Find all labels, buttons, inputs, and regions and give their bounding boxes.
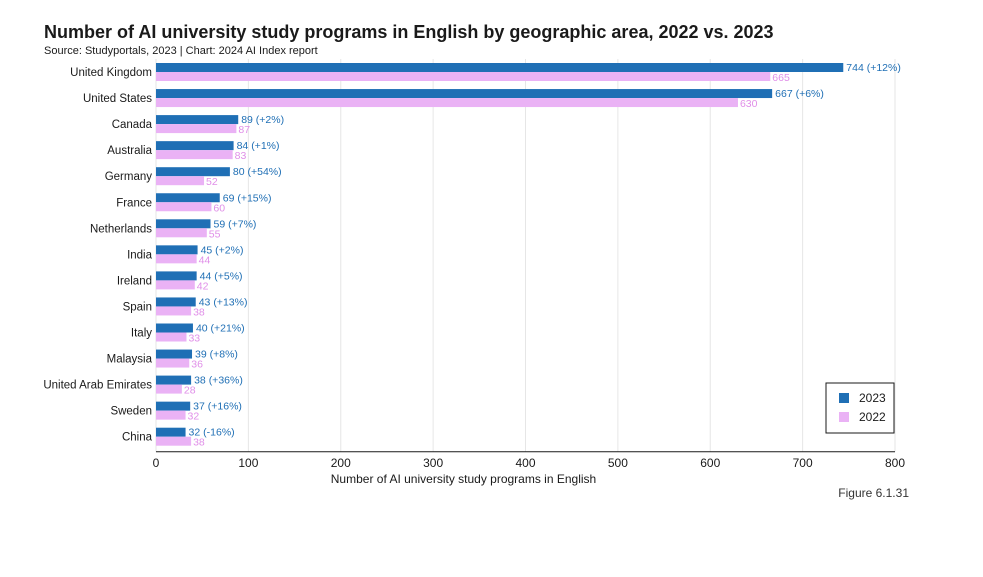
category-labels: United Kingdom United States Canada Austral…: [43, 67, 152, 444]
data-label-2022-australia: 83: [235, 150, 247, 162]
legend-swatch-2022: [839, 412, 849, 422]
figure-number: Figure 6.1.31: [838, 486, 909, 500]
x-tick-label-400: 400: [515, 456, 535, 470]
category-label-france: France: [116, 197, 152, 209]
data-label-2022-netherlands: 55: [209, 228, 221, 240]
x-tick-label-200: 200: [331, 456, 351, 470]
bars: 744 (+12%) 665 667 (+6%) 630 89 (+2%)87 84 (+…: [156, 62, 901, 449]
bar-2022-italy: [156, 332, 187, 342]
category-label-germany: Germany: [105, 171, 153, 183]
data-label-2023-germany: 80 (+54%): [233, 166, 282, 178]
x-axis-label: Number of AI university study programs i…: [331, 472, 596, 486]
data-label-2023-spain: 43 (+13%): [199, 296, 248, 308]
category-label-spain: Spain: [123, 301, 152, 313]
bar-2023-canada: [156, 115, 239, 125]
category-label-china: China: [122, 432, 153, 444]
x-tick-label-500: 500: [608, 456, 628, 470]
bar-2023-united-states: [156, 89, 773, 99]
category-label-canada: Canada: [112, 119, 153, 131]
bar-2023-france: [156, 193, 220, 203]
bar-2022-china: [156, 436, 192, 446]
bar-2022-malaysia: [156, 358, 190, 368]
x-tick-labels: 0 100 200 300 400 500 600 700 800: [153, 456, 906, 470]
bar-2023-united-kingdom: [156, 63, 844, 72]
bar-2022-india: [156, 254, 197, 264]
bar-2022-spain: [156, 306, 192, 316]
data-label-2022-canada: 87: [238, 124, 250, 136]
data-label-2022-united-arab-emirates: 28: [184, 385, 196, 397]
bar-2022-sweden: [156, 410, 186, 420]
category-label-india: India: [127, 249, 153, 261]
data-label-2023-sweden: 37 (+16%): [193, 401, 242, 413]
data-label-2023-italy: 40 (+21%): [196, 323, 245, 335]
x-tick-label-300: 300: [423, 456, 443, 470]
x-tick-label-0: 0: [153, 456, 160, 470]
data-label-2023-malaysia: 39 (+8%): [195, 349, 238, 361]
data-label-2023-united-kingdom: 744 (+12%): [846, 62, 901, 74]
chart-source: Source: Studyportals, 2023 | Chart: 2024…: [44, 45, 318, 57]
bar-2023-sweden: [156, 401, 191, 411]
data-label-2023-canada: 89 (+2%): [241, 114, 284, 126]
bar-2022-united-arab-emirates: [156, 384, 182, 394]
category-label-united-arab-emirates: United Arab Emirates: [43, 380, 152, 392]
bar-2022-united-states: [156, 98, 738, 108]
legend: 2023 2022: [825, 382, 895, 434]
chart-title: Number of AI university study programs i…: [44, 22, 774, 42]
bar-2022-united-kingdom: [156, 72, 771, 81]
data-label-2022-spain: 38: [193, 306, 205, 318]
data-label-2023-united-arab-emirates: 38 (+36%): [194, 375, 243, 387]
data-label-2022-united-kingdom: 665: [772, 72, 790, 84]
data-label-2023-australia: 84 (+1%): [237, 140, 280, 152]
category-label-australia: Australia: [107, 145, 152, 157]
data-label-2022-italy: 33: [188, 333, 200, 345]
data-label-2022-malaysia: 36: [191, 359, 203, 371]
bar-2023-china: [156, 427, 186, 437]
data-label-2023-united-states: 667 (+6%): [775, 88, 824, 100]
bar-2023-india: [156, 245, 198, 255]
data-label-2023-ireland: 44 (+5%): [200, 270, 243, 282]
legend-swatch-2023: [839, 393, 849, 403]
bar-2022-australia: [156, 150, 233, 160]
bar-2022-ireland: [156, 280, 195, 290]
data-label-2022-ireland: 42: [197, 280, 209, 292]
bar-2023-australia: [156, 141, 234, 151]
data-label-2022-india: 44: [199, 254, 211, 266]
data-label-2023-netherlands: 59 (+7%): [214, 218, 257, 230]
bar-2022-canada: [156, 124, 237, 134]
legend-box: [825, 382, 895, 434]
data-label-2022-china: 38: [193, 437, 205, 449]
data-label-2023-india: 45 (+2%): [201, 244, 244, 256]
x-tick-label-700: 700: [793, 456, 813, 470]
bar-2023-ireland: [156, 271, 197, 281]
data-label-2022-germany: 52: [206, 176, 218, 188]
category-label-united-states: United States: [83, 93, 152, 105]
bar-2023-malaysia: [156, 349, 193, 359]
category-label-united-kingdom: United Kingdom: [70, 67, 152, 79]
x-tick-label-800: 800: [885, 456, 905, 470]
legend-label-2023: 2023: [859, 391, 886, 405]
data-label-2023-france: 69 (+15%): [223, 192, 272, 204]
legend-label-2022: 2022: [859, 410, 886, 424]
x-tick-label-600: 600: [700, 456, 720, 470]
category-label-malaysia: Malaysia: [107, 354, 153, 366]
bar-2023-germany: [156, 167, 230, 177]
bar-2023-netherlands: [156, 219, 211, 229]
x-tick-label-100: 100: [238, 456, 258, 470]
data-label-2023-china: 32 (-16%): [189, 427, 235, 439]
category-label-italy: Italy: [131, 328, 152, 340]
category-label-sweden: Sweden: [110, 406, 152, 418]
bar-2023-italy: [156, 323, 193, 333]
bar-2022-netherlands: [156, 228, 207, 238]
bar-2023-united-arab-emirates: [156, 375, 192, 385]
data-label-2022-sweden: 32: [188, 411, 200, 423]
data-label-2022-united-states: 630: [740, 98, 758, 110]
data-label-2022-france: 60: [213, 202, 225, 214]
category-label-netherlands: Netherlands: [90, 223, 152, 235]
bar-2022-france: [156, 202, 212, 212]
bar-2022-germany: [156, 176, 205, 186]
bar-2023-spain: [156, 297, 196, 307]
category-label-ireland: Ireland: [117, 275, 152, 287]
